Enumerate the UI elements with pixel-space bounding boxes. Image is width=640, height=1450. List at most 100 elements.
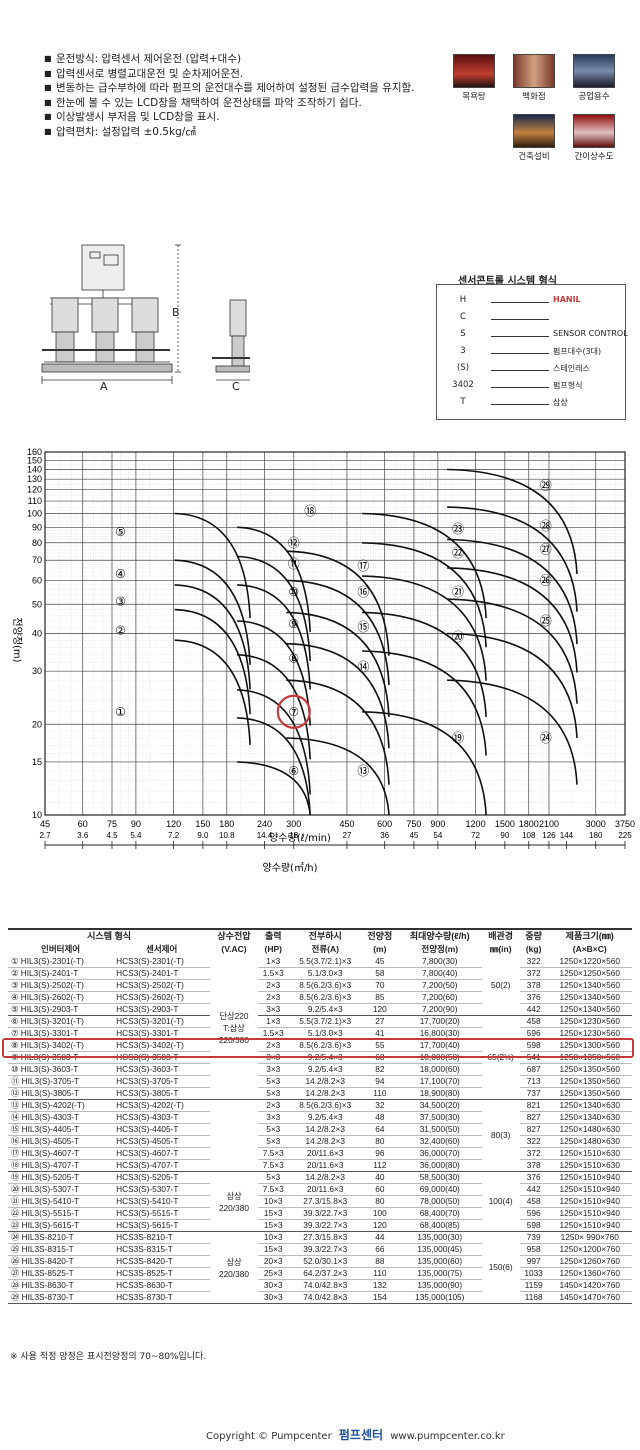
secondary-tick-label: 108 xyxy=(522,831,536,840)
table-cell: HCS3S-8630-T xyxy=(113,1279,211,1292)
secondary-tick-label: 2.7 xyxy=(39,831,51,840)
table-cell: 1250×1340×560 xyxy=(547,979,632,992)
table-cell: ㉕ HIL3S-8315-T xyxy=(8,1243,114,1256)
model-code-row: C xyxy=(441,312,621,322)
y-tick-label: 30 xyxy=(32,666,42,676)
region-label: ⑯ xyxy=(357,585,369,599)
table-cell: 1×3 xyxy=(257,1015,289,1028)
table-cell: 5.1/3.0×3 xyxy=(288,967,362,980)
table-row: ㉖ HIL3S-8420-T HCS3S-8420-T 20×3 52.0/30.1×… xyxy=(8,1255,632,1268)
x-tick-label: 3000 xyxy=(586,819,606,829)
table-cell: 9.2/5.4×3 xyxy=(288,1003,362,1016)
app-bathhouse: 목욕탕 xyxy=(446,54,502,102)
y-tick-label: 120 xyxy=(27,485,42,495)
performance-curve xyxy=(174,584,251,690)
table-cell: HCS3(S)-2903-T xyxy=(113,1003,211,1016)
table-cell: 9.2/5.4×3 xyxy=(288,1063,362,1076)
table-cell: 55 xyxy=(361,1039,398,1052)
feature-item: 운전방식: 압력센서 제어운전 (압력+대수) xyxy=(44,52,424,67)
table-cell: 713 xyxy=(519,1075,548,1088)
table-cell: 34,500(20) xyxy=(397,1099,482,1112)
table-row: ⑥ HIL3(S)-3201(-T) HCS3(S)-3201(-T) 1×3 5.5… xyxy=(8,1015,632,1100)
feature-item: 압력편차: 설정압력 ±0.5kg/㎠ xyxy=(44,125,424,140)
table-cell: 1250×1510×940 xyxy=(547,1219,632,1232)
col-output-unit: (HP) xyxy=(264,944,282,954)
model-code-key: H xyxy=(459,295,467,305)
app-simple-waterworks: 간이상수도 xyxy=(566,114,622,162)
x-tick-label: 60 xyxy=(78,819,88,829)
table-cell: 376 xyxy=(519,1171,548,1184)
table-cell xyxy=(210,1099,258,1172)
app-industrial-water: 공업용수 xyxy=(566,54,622,102)
website-link[interactable]: www.pumpcenter.co.kr xyxy=(390,1431,505,1442)
table-cell: 1×3 xyxy=(257,956,289,968)
region-label: ⑤ xyxy=(115,525,126,539)
table-cell: 50(2) xyxy=(481,956,520,1016)
table-row: ㉘ HIL3S-8630-T HCS3S-8630-T 30×3 74.0/42.8×… xyxy=(8,1279,632,1292)
table-cell: ⑲ HIL3(S)-5205-T xyxy=(8,1171,114,1184)
secondary-tick-label: 144 xyxy=(560,831,574,840)
performance-curve xyxy=(447,679,578,785)
region-label: ㉑ xyxy=(452,585,464,599)
table-cell: 39.3/22.7×3 xyxy=(288,1219,362,1232)
table-cell: 110 xyxy=(361,1267,398,1280)
performance-chart: 45 60 75 90 120 150 180 240 300 450 600 750 900 1200 1… xyxy=(0,440,640,890)
table-cell: 458 xyxy=(519,1015,548,1028)
table-row: ⑧ HIL3(S)-3402(-T) HCS3(S)-3402(-T) 2×3 8.5… xyxy=(8,1039,632,1052)
secondary-axis-label: 양수량(㎥/h) xyxy=(262,861,317,874)
region-label: ⑥ xyxy=(288,764,299,778)
performance-curve xyxy=(447,468,578,575)
performance-curve xyxy=(237,654,311,760)
table-cell: HCS3S-8525-T xyxy=(113,1267,211,1280)
x-tick-label: 240 xyxy=(257,819,272,829)
region-label: ⑪ xyxy=(288,557,300,571)
y-tick-label: 40 xyxy=(32,629,42,639)
table-cell: 5×3 xyxy=(257,1087,289,1100)
region-label: ㉖ xyxy=(540,573,552,587)
table-cell: 1250×1480×630 xyxy=(547,1123,632,1136)
plot-frame xyxy=(44,451,626,816)
table-cell: ⑫ HIL3(S)-3805-T xyxy=(8,1087,114,1100)
table-cell: 372 xyxy=(519,967,548,980)
bathhouse-icon xyxy=(453,54,495,88)
table-cell: 7,800(30) xyxy=(397,956,482,968)
app-department-store: 백화점 xyxy=(506,54,562,102)
table-cell: ⑧ HIL3(S)-3402(-T) xyxy=(8,1039,114,1052)
table-cell: 40 xyxy=(361,1171,398,1184)
table-cell: 322 xyxy=(519,1135,548,1148)
x-tick-label: 900 xyxy=(430,819,445,829)
table-row: ⑭ HIL3(S)-4303-T HCS3(S)-4303-T 3×3 9.2/5.4… xyxy=(8,1111,632,1124)
secondary-tick-label: 10.8 xyxy=(219,831,235,840)
x-tick-label: 1500 xyxy=(495,819,515,829)
table-cell: 80 xyxy=(361,1135,398,1148)
table-cell: 2×3 xyxy=(257,979,289,992)
table-cell: 70 xyxy=(361,979,398,992)
performance-curve xyxy=(362,542,487,648)
region-label: ① xyxy=(115,705,126,719)
pumpcenter-logo[interactable]: 펌프센터 xyxy=(338,1428,384,1442)
performance-curve xyxy=(286,679,390,785)
model-code-leader xyxy=(491,404,549,405)
table-cell: 598 xyxy=(519,1219,548,1232)
table-cell: 1250×1480×630 xyxy=(547,1135,632,1148)
secondary-tick-label: 5.4 xyxy=(130,831,142,840)
table-row: ㉒ HIL3(S)-5515-T HCS3(S)-5515-T 15×3 39.3/2… xyxy=(8,1207,632,1220)
table-row: ⑮ HIL3(S)-4405-T HCS3(S)-4405-T 5×3 14.2/8.… xyxy=(8,1123,632,1136)
model-code-value: HANIL xyxy=(553,295,581,304)
secondary-tick-label: 3.6 xyxy=(77,831,89,840)
table-cell: 5×3 xyxy=(257,1135,289,1148)
x-axis-label: 양수량(ℓ/min) xyxy=(269,832,331,844)
table-cell: 15×3 xyxy=(257,1243,289,1256)
secondary-tick-label: 225 xyxy=(618,831,632,840)
region-label: ⑨ xyxy=(288,617,299,631)
table-cell: 100(4) xyxy=(481,1171,520,1232)
table-cell: 372 xyxy=(519,1147,548,1160)
y-tick-label: 70 xyxy=(32,555,42,565)
model-code-row: (S) 스테인레스 xyxy=(441,363,621,373)
feature-item: 변동하는 급수부하에 따라 펌프의 운전대수를 제어하여 설정된 급수압력을 유… xyxy=(44,81,424,96)
secondary-tick-label: 7.2 xyxy=(168,831,180,840)
table-cell: 5×3 xyxy=(257,1123,289,1136)
x-tick-label: 2100 xyxy=(539,819,559,829)
performance-curve xyxy=(174,608,251,715)
table-cell: 18,900(80) xyxy=(397,1087,482,1100)
